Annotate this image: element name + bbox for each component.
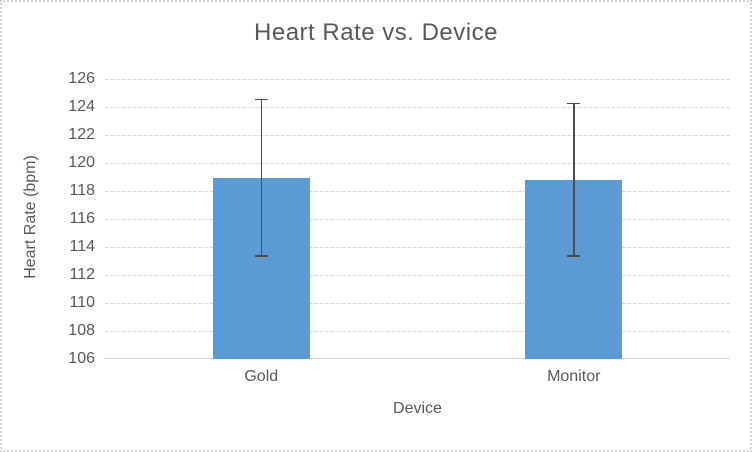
category-label-gold: Gold [244, 368, 279, 385]
error-bar-monitor [573, 104, 575, 256]
y-tick-label: 122 [68, 126, 95, 143]
gridline [105, 303, 730, 304]
chart-title: Heart Rate vs. Device [254, 19, 498, 46]
y-tick-label: 110 [69, 294, 95, 311]
error-bar-upper-cap [254, 98, 268, 100]
y-tick-label: 112 [69, 266, 95, 283]
x-axis-line [105, 358, 730, 359]
gridline [105, 191, 730, 192]
gridline [105, 135, 730, 136]
error-bar-upper-cap [567, 102, 581, 105]
plot-area: Gold Monitor [105, 79, 730, 385]
gridline [105, 107, 730, 108]
error-bar-gold [260, 100, 262, 256]
gridline [105, 219, 730, 220]
gridline [105, 163, 730, 164]
gridline [105, 331, 730, 332]
y-tick-label: 118 [69, 182, 95, 199]
gridline [105, 79, 730, 80]
y-tick-label: 108 [68, 322, 95, 339]
category-label-monitor: Monitor [547, 368, 601, 385]
y-tick-label: 124 [68, 98, 95, 115]
y-axis-tick-labels: 106 108 110 112 114 116 118 120 122 124 126 [2, 70, 95, 367]
y-tick-label: 120 [68, 154, 95, 171]
error-bar-lower-cap [567, 255, 581, 257]
y-tick-label: 126 [68, 70, 95, 87]
y-tick-label: 114 [69, 238, 95, 255]
y-tick-label: 116 [69, 210, 95, 227]
gridline [105, 275, 730, 276]
x-axis-title: Device [393, 400, 442, 417]
gridline [105, 247, 730, 248]
y-tick-label: 106 [68, 350, 95, 367]
error-bar-lower-cap [254, 255, 268, 257]
